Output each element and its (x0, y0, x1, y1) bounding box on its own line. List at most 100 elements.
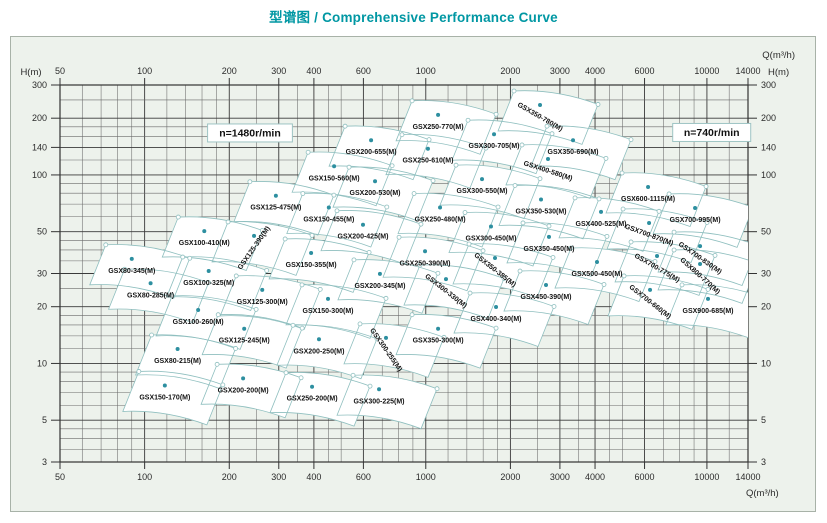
pump-model-label: GSX200-425(M) (338, 234, 389, 241)
y-tick-label-right: 300 (761, 80, 776, 90)
curve-node-circle (495, 204, 501, 210)
duty-point-marker (360, 222, 365, 227)
x-tick-label-bottom: 400 (306, 472, 321, 482)
y-tick-label-right: 5 (761, 415, 766, 425)
x-tick-label-top: 400 (306, 66, 321, 76)
x-tick-label-bottom: 4000 (585, 472, 605, 482)
curve-node-circle (299, 282, 305, 288)
curve-node-circle (122, 266, 127, 272)
curve-node-circle (334, 208, 340, 214)
curve-node-circle (703, 184, 709, 189)
x-tick-label-top: 1000 (416, 66, 436, 76)
curve-node-circle (220, 382, 226, 388)
curve-node-circle (619, 170, 625, 176)
curve-node-circle (346, 164, 352, 170)
curve-node-circle (169, 293, 175, 299)
curve-node-circle (214, 361, 220, 367)
pump-model-label: GSX80-285(M) (127, 292, 174, 299)
duty-point-marker (202, 229, 207, 234)
x-tick-label-top: 600 (356, 66, 371, 76)
curve-node-circle (383, 295, 389, 301)
pump-model-label: GSX600-1115(M) (621, 196, 675, 203)
x-tick-label-top: 3000 (550, 66, 570, 76)
curve-node-circle (300, 191, 306, 196)
duty-point-marker (309, 250, 314, 255)
curve-node-circle (247, 179, 253, 185)
pump-model-label: GSX150-300(M) (303, 308, 354, 315)
curve-node-circle (596, 196, 602, 202)
curve-node-circle (441, 334, 447, 340)
curve-node-circle (666, 191, 672, 197)
curve-node-circle (756, 261, 760, 265)
pump-model-label: GSX700-995(M) (670, 217, 721, 224)
curve-node-circle (283, 370, 289, 376)
x-tick-label-top: 2000 (500, 66, 520, 76)
curve-node-circle (389, 163, 395, 169)
curve-node-circle (351, 257, 357, 263)
pump-model-label: GSX125-245(M) (219, 338, 270, 345)
curve-node-circle (572, 195, 578, 201)
x-tick-label-top: 300 (271, 66, 286, 76)
duty-point-marker (436, 112, 441, 117)
curve-node-circle (357, 321, 363, 327)
curve-node-circle (103, 242, 109, 248)
duty-point-marker (326, 205, 331, 210)
curve-node-circle (175, 214, 181, 220)
duty-point-marker (698, 244, 703, 249)
curve-node-circle (764, 296, 768, 300)
curve-node-circle (342, 123, 348, 129)
pump-region-outline (665, 284, 748, 339)
curve-node-circle (233, 273, 239, 279)
curve-node-circle (215, 312, 221, 318)
curve-node-circle (430, 178, 436, 184)
duty-point-marker (706, 296, 711, 301)
x-tick-label-bottom: 3000 (550, 472, 570, 482)
duty-point-marker (488, 224, 493, 229)
y-tick-label-left: 140 (32, 142, 47, 152)
pump-region-nodes (103, 88, 768, 392)
curve-node-circle (480, 248, 486, 254)
curve-node-circle (705, 286, 711, 292)
pump-model-label: GSX100-410(M) (179, 240, 230, 247)
y-tick-label-left: 20 (37, 302, 47, 312)
duty-point-marker (698, 261, 703, 266)
speed-annotations: n=1480r/min n=740r/min (207, 122, 752, 143)
duty-point-marker (438, 205, 443, 210)
pump-model-label: GSX300-550(M) (457, 188, 508, 195)
duty-point-marker (252, 233, 257, 238)
curve-node-circle (225, 219, 231, 225)
pump-model-label: GSX100-260(M) (173, 319, 224, 326)
curve-node-circle (519, 142, 525, 148)
curve-node-circle (483, 145, 489, 151)
pump-model-label: GSX350-300(M) (413, 338, 464, 345)
pump-region (666, 284, 748, 338)
duty-point-marker (425, 146, 430, 151)
y-tick-label-left: 30 (37, 269, 47, 279)
curve-node-circle (366, 249, 372, 255)
pump-model-label: GSX200-530(M) (350, 190, 401, 197)
curve-node-circle (493, 325, 499, 331)
duty-point-marker (595, 260, 600, 265)
curve-node-circle (317, 286, 323, 292)
curve-node-circle (544, 123, 550, 129)
curve-node-circle (467, 290, 473, 296)
curve-node-circle (466, 241, 472, 247)
curve-node-circle (704, 220, 710, 225)
curve-node-circle (396, 234, 402, 240)
x-tick-label-bottom: 300 (271, 472, 286, 482)
duty-point-marker (332, 164, 337, 169)
curve-node-circle (462, 210, 468, 215)
x-tick-label-bottom: 1000 (416, 472, 436, 482)
duty-point-marker (539, 197, 544, 202)
x-tick-label-bottom: 600 (356, 472, 371, 482)
x-tick-label-bottom: 50 (55, 472, 65, 482)
curve-node-circle (309, 232, 315, 238)
curve-node-circle (493, 111, 499, 117)
curve-node-circle (331, 192, 337, 198)
duty-point-marker (369, 138, 374, 143)
curve-node-circle (453, 162, 459, 168)
duty-point-marker (655, 253, 660, 258)
curve-node-circle (282, 236, 288, 242)
axes: 50 50 100 100 200 200 300 300 400 400 600 600 1000 10… (32, 66, 776, 482)
